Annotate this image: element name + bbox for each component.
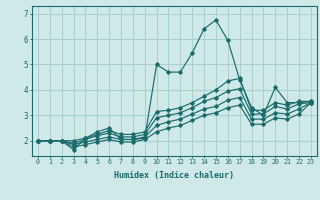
X-axis label: Humidex (Indice chaleur): Humidex (Indice chaleur) — [115, 171, 234, 180]
